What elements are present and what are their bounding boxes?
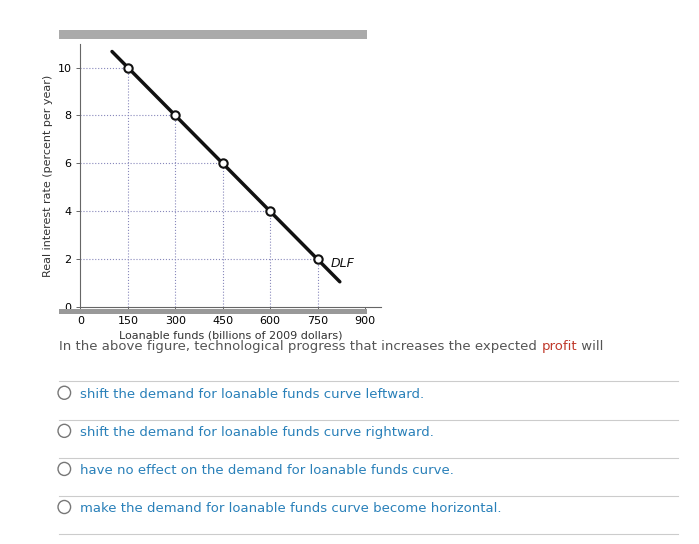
X-axis label: Loanable funds (billions of 2009 dollars): Loanable funds (billions of 2009 dollars… (119, 331, 343, 341)
Text: profit: profit (542, 340, 577, 353)
Y-axis label: Real interest rate (percent per year): Real interest rate (percent per year) (43, 75, 53, 276)
Text: DLF: DLF (331, 257, 354, 270)
Text: make the demand for loanable funds curve become horizontal.: make the demand for loanable funds curve… (80, 502, 502, 515)
Text: shift the demand for loanable funds curve leftward.: shift the demand for loanable funds curv… (80, 388, 424, 401)
Text: have no effect on the demand for loanable funds curve.: have no effect on the demand for loanabl… (80, 464, 454, 477)
Text: In the above figure, technological progress that increases the expected: In the above figure, technological progr… (59, 340, 542, 353)
Text: shift the demand for loanable funds curve rightward.: shift the demand for loanable funds curv… (80, 426, 434, 439)
Text: will: will (577, 340, 603, 353)
